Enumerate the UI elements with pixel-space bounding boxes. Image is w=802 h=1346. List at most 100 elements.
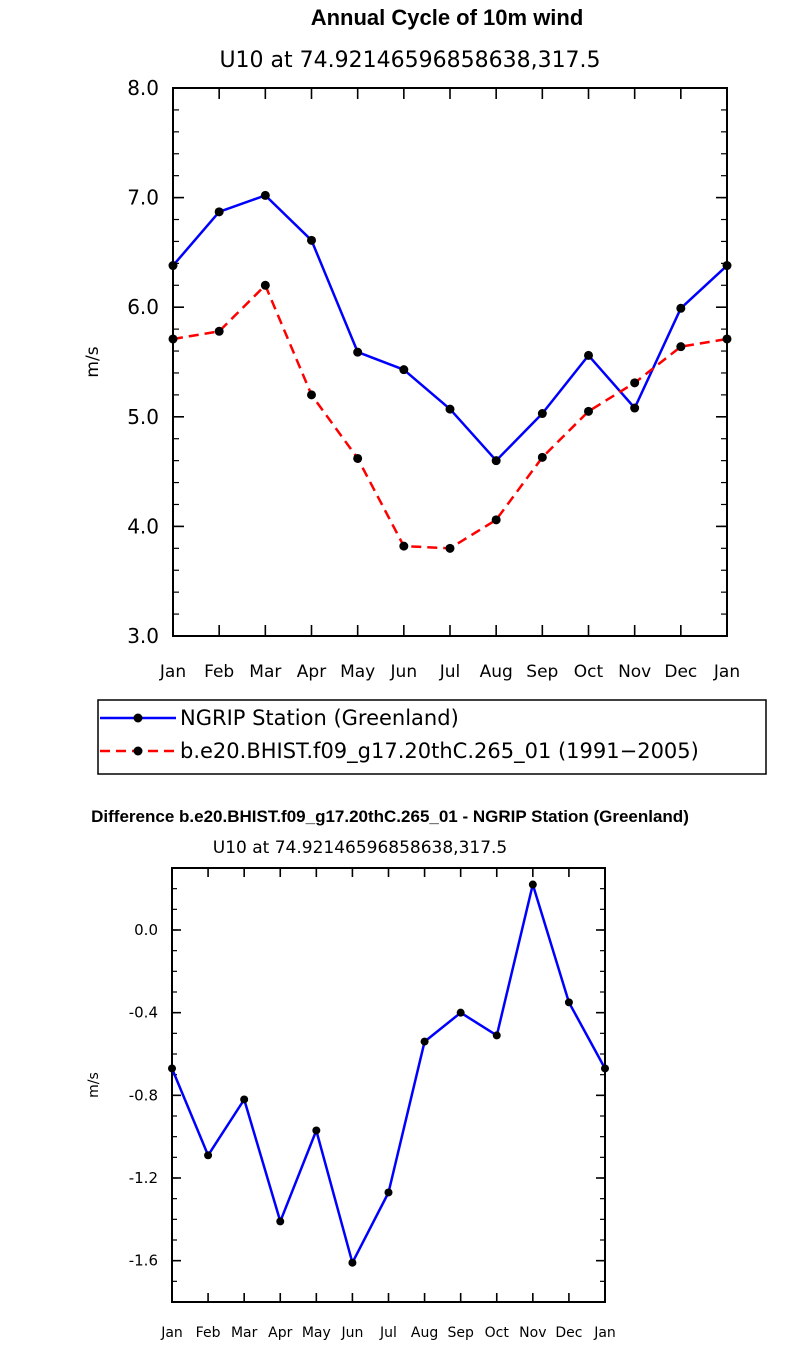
chart2-x-tick-labels: Jan Feb Mar Apr May Jun Jul Aug Sep Oct Nov Dec Jan: [160, 1325, 616, 1341]
chart1-plot-frame: [172, 87, 728, 637]
chart1-series-1-point: [445, 543, 455, 553]
annual-cycle-chart: Annual Cycle of 10m wind U10 at 74.92146…: [83, 5, 740, 682]
chart2-y-tick-labels: -1.6 -1.2 -0.8 -0.4 0.0: [129, 921, 158, 1270]
legend-marker-ngrip: [133, 713, 143, 723]
chart1-y-tick-label: 4.0: [127, 514, 159, 538]
chart2-title: Difference b.e20.BHIST.f09_g17.20thC.265…: [91, 807, 689, 826]
chart2-x-tick-label: Jan: [160, 1325, 183, 1341]
chart1-x-tick-label: Jan: [159, 662, 186, 682]
chart1-series-0-point: [399, 365, 409, 375]
chart1-x-tick-labels: Jan Feb Mar Apr May Jun Jul Aug Sep Oct Nov Dec Jan: [159, 662, 740, 682]
chart1-x-tick-label: Feb: [204, 662, 234, 682]
legend-box: [97, 699, 767, 775]
chart1-tick-marks: [172, 87, 728, 637]
chart2-x-tick-label: Oct: [485, 1325, 510, 1341]
chart2-series-0-point: [312, 1126, 321, 1135]
chart1-y-tick-label: 7.0: [127, 186, 159, 210]
chart2-subtitle: U10 at 74.92146596858638,317.5: [213, 838, 508, 858]
chart1-series-0-point: [722, 261, 732, 271]
chart1-series-1-point: [537, 452, 547, 462]
chart1-x-tick-label: Nov: [618, 662, 651, 682]
chart1-series-0-point: [676, 303, 686, 313]
chart2-y-tick-label: -1.2: [129, 1169, 158, 1187]
chart1-x-tick-label: May: [340, 662, 375, 682]
chart1-x-tick-label: Jul: [439, 662, 461, 682]
chart1-series-0-point: [353, 347, 363, 357]
chart1-series: [168, 190, 732, 553]
chart2-x-tick-label: Sep: [447, 1325, 474, 1341]
chart2-x-tick-label: Dec: [555, 1325, 582, 1341]
difference-chart: Difference b.e20.BHIST.f09_g17.20thC.265…: [86, 807, 689, 1341]
chart1-series-1-point: [168, 334, 178, 344]
chart1-y-tick-label: 8.0: [127, 76, 159, 100]
chart2-x-tick-label: Feb: [196, 1325, 221, 1341]
chart2-series-0-point: [456, 1008, 465, 1017]
chart2-series-0-point: [168, 1064, 176, 1073]
chart2-x-tick-label: May: [302, 1325, 331, 1341]
chart1-series-1-point: [260, 280, 270, 290]
chart1-series-0-point: [214, 207, 224, 217]
chart1-series-0-point: [537, 409, 547, 419]
chart1-series-1-point: [491, 515, 501, 525]
chart1-x-tick-label: Mar: [249, 662, 281, 682]
chart1-subtitle: U10 at 74.92146596858638,317.5: [219, 48, 600, 73]
chart2-x-tick-label: Jun: [340, 1325, 363, 1341]
chart1-series-1-point: [307, 390, 316, 400]
legend-label-model: b.e20.BHIST.f09_g17.20thC.265_01 (1991−2…: [180, 739, 699, 764]
chart1-y-tick-label: 6.0: [127, 295, 159, 319]
chart1-series-1-point: [214, 326, 224, 336]
chart2-series: [168, 880, 609, 1267]
chart1-y-tick-labels: 3.0 4.0 5.0 6.0 7.0 8.0: [127, 76, 159, 648]
chart1-x-tick-label: Aug: [480, 662, 513, 682]
chart2-series-0-point: [384, 1188, 393, 1197]
chart1-x-tick-label: Dec: [664, 662, 697, 682]
chart1-series-0-point: [307, 235, 316, 245]
chart1-y-axis-label: m/s: [83, 346, 103, 377]
chart1-series-1-point: [676, 342, 686, 352]
chart2-x-tick-label: Jul: [379, 1325, 397, 1341]
chart1-series-0-point: [491, 456, 501, 466]
chart1-series-1-point: [630, 378, 640, 388]
chart2-y-tick-label: -1.6: [129, 1252, 158, 1270]
chart1-x-tick-label: Apr: [297, 662, 326, 682]
chart2-y-tick-label: -0.8: [129, 1086, 158, 1104]
chart1-series-0-point: [445, 404, 455, 414]
chart2-x-tick-label: Nov: [519, 1325, 546, 1341]
chart2-tick-marks: [171, 867, 606, 1303]
chart1-x-tick-label: Jun: [390, 662, 418, 682]
chart1-series-1-point: [353, 453, 363, 463]
chart1-x-tick-label: Sep: [526, 662, 558, 682]
chart1-series-line-0: [172, 194, 728, 462]
chart2-plot-frame: [171, 867, 606, 1303]
chart2-series-0-point: [601, 1064, 609, 1073]
chart2-series-0-point: [420, 1037, 429, 1046]
chart2-series-line-0: [170, 883, 607, 1264]
chart2-series-0-point: [564, 998, 573, 1007]
chart2-y-tick-label: 0.0: [134, 921, 158, 939]
chart1-title: Annual Cycle of 10m wind: [311, 5, 584, 30]
chart2-series-0-point: [276, 1217, 285, 1226]
chart1-series-line-1: [172, 284, 728, 550]
chart1-legend: NGRIP Station (Greenland) b.e20.BHIST.f0…: [97, 699, 767, 775]
chart2-series-0-point: [204, 1151, 213, 1160]
chart1-series-1-point: [722, 334, 732, 344]
chart2-series-0-point: [348, 1258, 357, 1267]
chart1-series-1-point: [399, 541, 409, 551]
chart2-series-0-point: [240, 1095, 249, 1104]
chart2-series-0-point: [492, 1031, 501, 1040]
chart2-x-tick-label: Aug: [411, 1325, 438, 1341]
chart1-y-tick-label: 3.0: [127, 624, 159, 648]
legend-label-ngrip: NGRIP Station (Greenland): [180, 706, 459, 730]
chart1-x-tick-label: Oct: [574, 662, 604, 682]
legend-marker-model: [133, 746, 143, 756]
chart1-series-0-point: [168, 261, 178, 271]
chart2-x-tick-label: Jan: [593, 1325, 616, 1341]
chart1-series-0-point: [630, 403, 640, 413]
chart2-x-tick-label: Mar: [231, 1325, 258, 1341]
chart2-y-axis-label: m/s: [86, 1072, 102, 1098]
chart1-series-0-point: [584, 350, 593, 360]
chart1-y-tick-label: 5.0: [127, 405, 159, 429]
chart2-series-0-point: [528, 880, 537, 889]
chart1-x-tick-label: Jan: [713, 662, 740, 682]
